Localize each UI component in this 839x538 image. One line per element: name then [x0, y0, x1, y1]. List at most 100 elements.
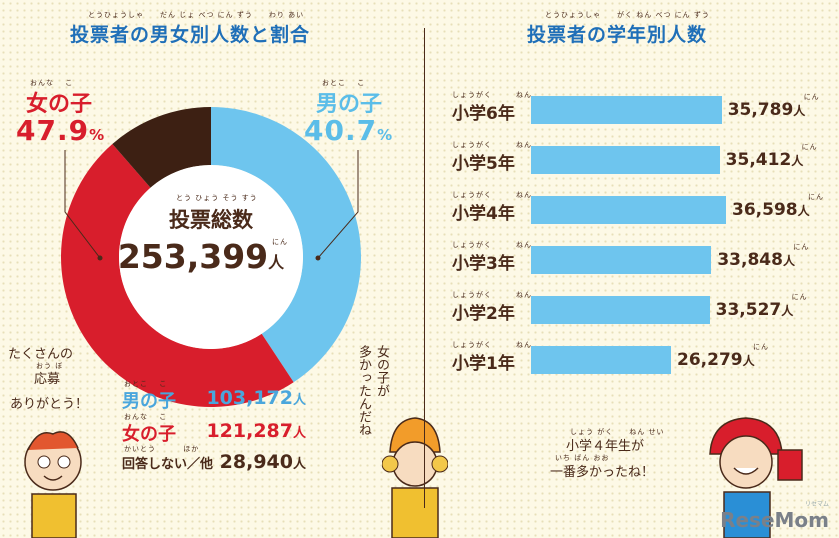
boy-character-illustration [24, 431, 82, 538]
bar-unit-ruby: にん [803, 93, 820, 101]
left-chart-title: 投票者の男女別人数と割合 [70, 24, 311, 46]
bar-value-label: 35,789人 [728, 100, 806, 120]
center-label-ruby: とう ひょう そう すう [176, 194, 258, 202]
girl-percent: 47.9% [16, 114, 105, 147]
note-left-ruby: おう ぼ [36, 362, 64, 370]
gender-donut-chart [60, 107, 361, 407]
bar-label: 小学1年 [452, 354, 515, 374]
bar-value-unit: 人 [782, 254, 795, 268]
bar-value-label: 26,279人 [677, 350, 755, 370]
bar-value-number: 33,848 [717, 250, 783, 270]
count-value-other: 28,940人 [196, 451, 306, 473]
bar-unit-ruby: にん [808, 193, 824, 201]
right-title-ruby: とうひょうしゃ がく ねん べつ にん ずう [545, 11, 710, 19]
bar-value-label: 35,412人 [726, 150, 804, 170]
bar-value-unit: 人 [791, 154, 804, 168]
count-girl-ruby: おんな こ [124, 413, 168, 421]
bar-label-ruby: しょうがく ねん [452, 141, 532, 149]
bar-label: 小学2年 [452, 304, 515, 324]
total-value: 253,399 [117, 237, 269, 276]
callout-leader-lines [64, 150, 359, 261]
bar-label-ruby: しょうがく ねん [452, 341, 532, 349]
total-unit-ruby: にん [272, 238, 288, 246]
boy-leader-dot [315, 255, 321, 261]
boy-percent-value: 40.7 [304, 114, 378, 147]
count-label-girl: 女の子 [122, 424, 176, 445]
count-value-other-number: 28,940 [219, 451, 293, 473]
count-label-boy: 男の子 [122, 391, 176, 412]
bar-label-ruby: しょうがく ねん [452, 291, 532, 299]
bar [531, 196, 726, 224]
note-left-line3: ありがとう！ [10, 397, 89, 412]
boy-leader-line [317, 150, 359, 259]
boy-percent-unit: % [377, 126, 394, 144]
note-grade-line2: 一番多かったね！ [550, 465, 655, 480]
bar-value-label: 33,848人 [717, 250, 795, 270]
note-right-line1-ruby: しょう がく ねん せい [570, 428, 665, 436]
bar [531, 346, 672, 374]
bar-value-number: 26,279 [677, 350, 743, 370]
bar-value-unit: 人 [793, 104, 806, 118]
right-chart-title: 投票者の学年別人数 [527, 24, 708, 46]
note-left-line2: 応募 [34, 372, 61, 387]
donut-slice-girl [60, 143, 294, 407]
count-unit-other: 人 [292, 457, 306, 472]
note-left-line1: たくさんの [8, 347, 74, 362]
center-label: 投票総数 [169, 208, 253, 232]
bar-unit-ruby: にん [791, 293, 808, 301]
bar-value-number: 36,598 [732, 200, 798, 220]
bar-value-label: 33,527人 [716, 300, 794, 320]
bar-value-number: 35,412 [725, 150, 792, 170]
boy-percent: 40.7% [304, 114, 393, 147]
count-value-boy-number: 103,172 [206, 387, 293, 409]
girl-percent-value: 47.9 [16, 114, 90, 147]
bar [531, 296, 710, 324]
bar [531, 146, 720, 174]
girl-leader-dot [97, 255, 103, 261]
count-unit-boy: 人 [292, 393, 306, 408]
bar [531, 246, 712, 274]
bar-value-unit: 人 [781, 304, 794, 318]
boy-label-ruby: おとこ こ [322, 79, 366, 87]
bar-value-number: 33,527 [715, 300, 782, 320]
bar-label: 小学5年 [452, 154, 515, 174]
girl-percent-unit: % [89, 126, 106, 144]
bar-value-label: 36,598人 [732, 200, 810, 220]
total-votes: 253,399人 [101, 237, 301, 276]
resemom-logo: ReseMom [720, 508, 829, 532]
bar-value-unit: 人 [797, 204, 810, 218]
girl-leader-line [64, 150, 101, 259]
count-other-ruby: かいとう ほか [124, 445, 200, 453]
bar [531, 96, 722, 124]
note-right-col2: 多かったんだね [356, 345, 371, 436]
bar-unit-ruby: にん [801, 143, 818, 151]
bar-unit-ruby: にん [793, 243, 810, 251]
bar-unit-ruby: にん [753, 343, 770, 351]
bar-label-ruby: しょうがく ねん [452, 191, 532, 199]
count-label-other: 回答しない／他 [122, 457, 214, 472]
bar-label-ruby: しょうがく ねん [452, 241, 532, 249]
bar-label: 小学4年 [452, 204, 515, 224]
girl-character-illustration [382, 417, 448, 538]
note-right-line2-ruby: いち ばん おお [555, 454, 610, 462]
bar-label: 小学3年 [452, 254, 515, 274]
donut-slice-boy [211, 107, 361, 383]
note-grade-line1: 小学４年生が [566, 439, 645, 454]
bar-label-ruby: しょうがく ねん [452, 91, 532, 99]
bar-value-unit: 人 [742, 354, 755, 368]
student-character-illustration [709, 417, 803, 538]
boy-label: 男の子 [316, 92, 383, 117]
note-right-col1: 女の子が [374, 345, 389, 397]
section-divider [424, 28, 425, 508]
donut-slice-other [112, 107, 211, 188]
count-value-girl: 121,287人 [196, 420, 306, 442]
logo-subtext: リセマム [804, 501, 829, 508]
donut-center [119, 165, 303, 349]
count-value-boy: 103,172人 [196, 387, 306, 409]
girl-label-ruby: おんな こ [30, 79, 74, 87]
count-boy-ruby: おとこ こ [124, 380, 168, 388]
bar-label: 小学6年 [452, 104, 515, 124]
bar-value-number: 35,789 [727, 100, 794, 120]
count-unit-girl: 人 [292, 426, 306, 441]
girl-label: 女の子 [26, 92, 93, 117]
